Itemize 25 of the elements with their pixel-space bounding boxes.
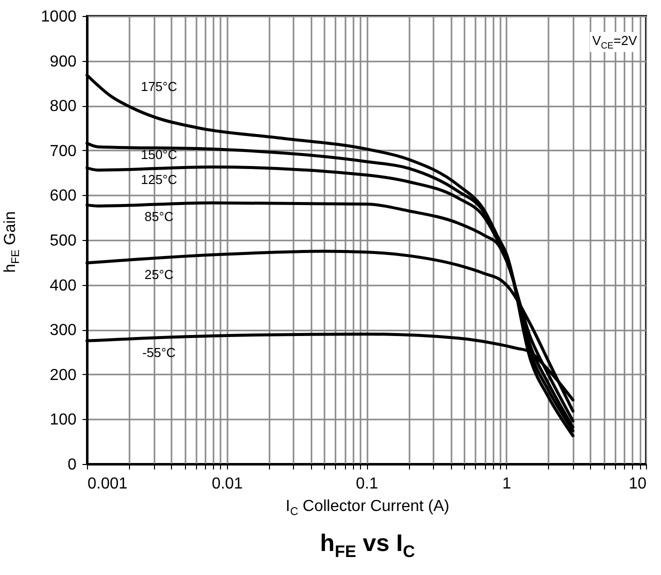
y-tick-label: 1000 (40, 8, 77, 26)
x-axis-title: I$_{C}$ Collector Current (A) (284, 498, 450, 518)
annotation: V$_{CE}$=2V (590, 32, 639, 52)
x-tick-label: 0.01 (212, 476, 243, 492)
y-tick-label: 100 (50, 412, 77, 429)
series-label: 25°C (144, 266, 174, 282)
y-tick-label: 700 (50, 142, 77, 160)
series-label: 125°C (140, 172, 178, 187)
text: h$_{FE}$ vs I$_{C}$ (319, 530, 416, 562)
x-tick-label: 1 (502, 476, 512, 492)
x-tick-label: 0.1 (356, 476, 378, 492)
series-label: 175°C (140, 79, 178, 94)
y-tick-label: 200 (50, 366, 77, 384)
x-tick-label: 0.001 (88, 476, 128, 492)
y-tick-label: 0 (68, 456, 77, 474)
y-tick-label: 300 (50, 322, 77, 340)
y-tick-label: 600 (50, 188, 77, 205)
y-tick-label: 800 (50, 98, 77, 116)
x-tick-label: 10 (628, 476, 647, 492)
y-tick-label: 400 (50, 277, 77, 294)
series-label: 150°C (140, 147, 178, 162)
series-label: -55°C (142, 344, 176, 360)
series-label: 85°C (144, 209, 174, 224)
y-tick-label: 900 (50, 53, 77, 70)
y-tick-label: 500 (50, 232, 77, 250)
